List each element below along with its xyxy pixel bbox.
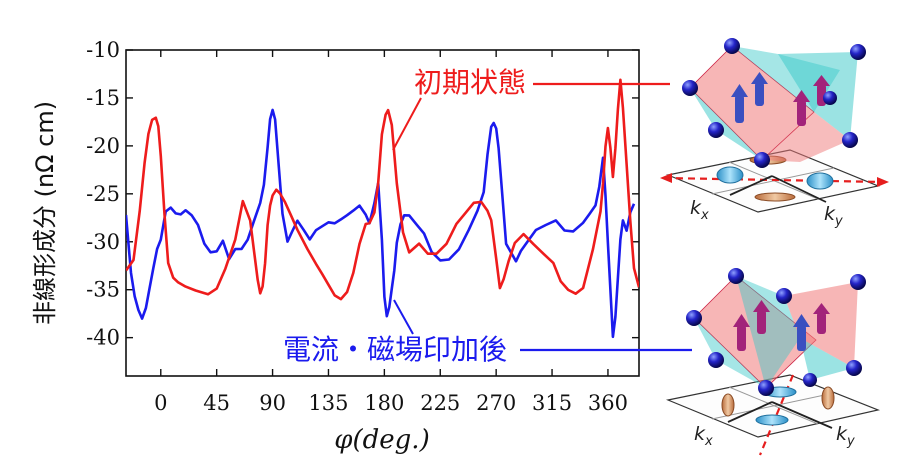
atom-ball: [686, 310, 702, 326]
y-tick-label: -15: [86, 86, 120, 110]
kx-label: kx: [694, 423, 713, 449]
chart: 0 45 90 135 180 225 270 315 360 -10 -15 -20 -25 -30 -3…: [31, 38, 692, 455]
atom-ball: [682, 80, 698, 96]
x-tick-label: 360: [588, 391, 628, 415]
arrowhead-left: [660, 173, 672, 183]
ky-label: ky: [824, 203, 843, 229]
spin-arrow: [735, 95, 744, 123]
y-tick-label: -35: [86, 278, 120, 302]
crystal-illustration-after: kx ky: [665, 268, 881, 456]
y-axis-label: 非線形成分 (nΩ cm): [31, 101, 59, 325]
spin-arrow: [793, 314, 810, 327]
y-tick-label: -25: [86, 182, 120, 206]
atom-ball: [823, 91, 837, 105]
atom-ball: [724, 38, 740, 54]
ky-label: ky: [836, 423, 855, 449]
spin-arrow: [793, 90, 810, 102]
kx-arrow: [729, 175, 773, 196]
spin-arrow: [751, 72, 768, 84]
atom-ball: [842, 132, 858, 148]
y-tick-label: -20: [86, 134, 120, 158]
atom-ball: [728, 268, 744, 284]
spin-arrow: [731, 84, 748, 97]
x-tick-label: 225: [420, 391, 460, 415]
y-tick-label: -40: [86, 326, 120, 350]
x-tick-label: 135: [308, 391, 348, 415]
atom-ball: [850, 274, 866, 290]
y-tick-label: -10: [86, 38, 120, 62]
atom-ball: [850, 44, 866, 60]
spin-arrow: [813, 75, 830, 86]
fermi-pocket-blue: [716, 166, 744, 184]
octahedron-face-cyan: [694, 318, 766, 388]
annotation-after-current-field-pointer: [393, 299, 414, 335]
ky-arrow: [771, 175, 827, 203]
annotation-after-current-field: 電流・磁場印加後: [283, 333, 507, 366]
spin-arrow: [813, 303, 830, 314]
fermi-pocket-blue: [755, 414, 789, 426]
kx-label: kx: [690, 197, 709, 223]
spin-arrow: [755, 82, 764, 106]
spin-arrow: [733, 314, 750, 327]
x-axis-label: φ(deg.): [334, 425, 429, 455]
atom-ball: [754, 152, 770, 168]
spin-arrow: [757, 310, 766, 334]
fermi-pocket-orange: [754, 192, 796, 202]
atom-ball: [708, 352, 724, 368]
spin-arrow: [737, 325, 746, 351]
kx-arrow: [727, 401, 773, 423]
octahedron-face-cyan: [690, 88, 762, 160]
arrowhead-right: [877, 177, 889, 187]
series-line-initial-state: [126, 78, 639, 301]
atom-ball: [803, 373, 817, 387]
atom-ball: [776, 288, 792, 304]
spin-arrow: [797, 325, 806, 351]
octahedron-face-cyan: [800, 338, 854, 380]
annotation-initial-state-pointer: [392, 97, 422, 151]
x-tick-label: 45: [203, 391, 230, 415]
spin-arrow: [753, 300, 770, 312]
x-tick-label: 270: [476, 391, 516, 415]
x-tick-label: 0: [154, 391, 167, 415]
annotation-initial-state: 初期状態: [414, 66, 526, 99]
atom-ball: [758, 380, 774, 396]
x-tick-label: 315: [532, 391, 572, 415]
x-tick-label: 180: [364, 391, 404, 415]
y-tick-label: -30: [86, 230, 120, 254]
crystal-illustration-initial: kx ky: [660, 38, 889, 229]
spin-arrow: [817, 312, 826, 334]
ticks: 0 45 90 135 180 225 270 315 360 -10 -15 -20 -25 -30 -3…: [86, 38, 639, 415]
atom-ball: [708, 122, 724, 138]
octahedron-face-red: [762, 112, 850, 162]
x-tick-label: 90: [259, 391, 286, 415]
ky-arrow: [771, 401, 833, 429]
plot-frame: [125, 49, 640, 377]
fermi-pocket-blue: [806, 172, 834, 190]
fermi-pocket-orange: [721, 393, 735, 417]
series: [126, 78, 639, 339]
spin-arrow: [797, 100, 806, 126]
atom-ball: [846, 360, 862, 376]
red-dashed-axis: [663, 176, 886, 184]
k-plane-divider-b: [711, 392, 835, 420]
fermi-pocket-orange: [821, 386, 835, 410]
